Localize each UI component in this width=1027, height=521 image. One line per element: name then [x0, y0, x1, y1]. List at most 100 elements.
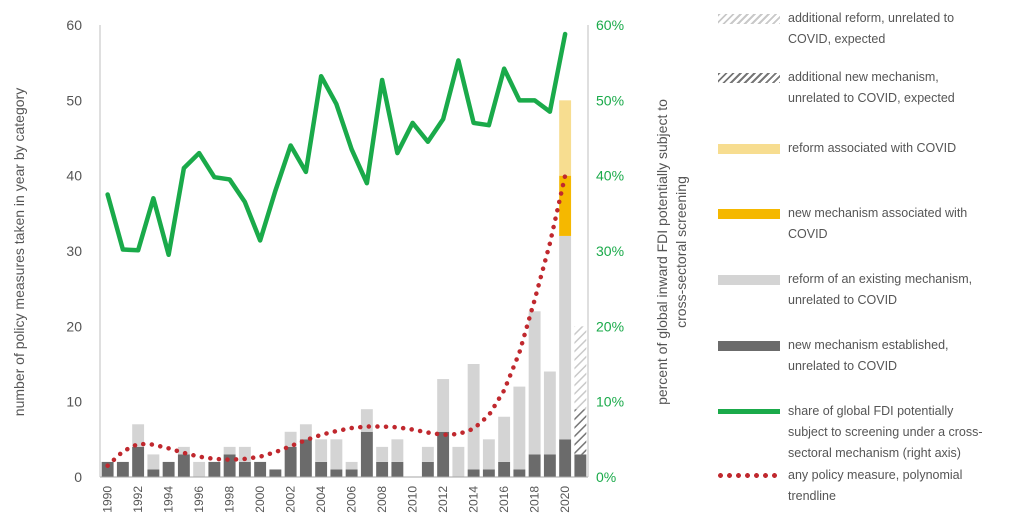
bar-reform_covid-2020 — [559, 100, 572, 176]
bar-reform_unrelated-2011 — [421, 446, 434, 462]
legend-label: reform of an existing mechanism, unrelate… — [788, 272, 973, 307]
axes-layer: 0 10 20 30 40 50 60 0% 10% 20% 30% 40% 50% 60% 1990 199… — [66, 17, 624, 513]
bar-new_unrelated-2017 — [513, 469, 526, 477]
y2-tick-label: 0% — [596, 469, 616, 485]
bars-layer — [101, 100, 587, 477]
bar-new_unrelated-2021 — [574, 454, 587, 477]
bar-reform_unrelated-2015 — [482, 439, 495, 470]
bar-new_unrelated-1998 — [223, 454, 236, 477]
bar-new_expected-2021 — [574, 409, 587, 455]
bar-reform_unrelated-1999 — [238, 446, 251, 462]
bar-new_unrelated-2008 — [376, 461, 389, 477]
bar-reform_unrelated-2004 — [315, 439, 328, 462]
x-tick-label: 2010 — [406, 486, 420, 513]
bar-reform_unrelated-2002 — [284, 431, 297, 447]
bar-new_unrelated-2016 — [498, 461, 511, 477]
bar-new_unrelated-2019 — [543, 454, 556, 477]
x-tick-label: 2002 — [284, 486, 298, 513]
y2-tick-label: 50% — [596, 92, 624, 108]
bar-new_unrelated-2001 — [269, 469, 282, 477]
x-tick-label: 2000 — [253, 486, 267, 513]
legend-label: additional reform, unrelated to COVID, ex… — [788, 11, 955, 46]
y2-tick-label: 10% — [596, 394, 624, 410]
y2-tick-label: 60% — [596, 17, 624, 33]
bar-reform_unrelated-2009 — [391, 439, 404, 462]
y-tick-label: 30 — [66, 243, 82, 259]
x-tick-label: 2008 — [375, 486, 389, 513]
bar-reform_unrelated-1995 — [177, 446, 190, 455]
bar-reform_unrelated-2014 — [467, 364, 480, 470]
legend-swatch-line — [718, 409, 780, 414]
y2-axis-title-line2: cross-sectoral screening — [673, 176, 689, 328]
y2-tick-label: 30% — [596, 243, 624, 259]
bar-new_unrelated-2006 — [345, 469, 358, 477]
bar-reform_expected-2021 — [574, 326, 587, 410]
bar-reform_unrelated-2017 — [513, 386, 526, 470]
bar-reform_unrelated-1996 — [193, 461, 206, 477]
bar-reform_unrelated-2019 — [543, 371, 556, 455]
bar-reform_unrelated-2005 — [330, 439, 343, 470]
x-tick-label: 2014 — [467, 486, 481, 513]
legend: additional reform, unrelated to COVID, ex… — [718, 0, 1027, 521]
y-tick-label: 0 — [74, 469, 82, 485]
bar-new_unrelated-2011 — [421, 461, 434, 477]
bar-reform_unrelated-2003 — [299, 424, 312, 440]
bar-reform_unrelated-2008 — [376, 446, 389, 462]
x-tick-label: 2012 — [436, 486, 450, 513]
legend-swatch-hatch-dark — [718, 73, 780, 83]
legend-swatch-dots — [718, 473, 780, 478]
x-tick-label: 2004 — [314, 486, 328, 513]
legend-label: new mechanism associated with COVID — [788, 206, 968, 241]
y2-tick-label: 20% — [596, 318, 624, 334]
x-tick-label: 2006 — [345, 486, 359, 513]
legend-swatch-bar — [718, 144, 780, 154]
y2-tick-label: 40% — [596, 168, 624, 184]
bar-new_covid-2020 — [559, 175, 572, 236]
bar-new_unrelated-2004 — [315, 461, 328, 477]
trendline-dots — [105, 173, 568, 468]
bar-new_unrelated-2002 — [284, 446, 297, 477]
legend-label: reform associated with COVID — [788, 141, 957, 155]
bar-new_unrelated-2000 — [254, 461, 267, 477]
y-tick-label: 10 — [66, 394, 82, 410]
legend-swatch-bar — [718, 275, 780, 285]
bar-new_unrelated-2018 — [528, 454, 541, 477]
bar-new_unrelated-1991 — [116, 461, 129, 477]
bar-new_unrelated-2003 — [299, 439, 312, 477]
bar-new_unrelated-2005 — [330, 469, 343, 477]
fdi-share-line — [105, 31, 568, 258]
bar-reform_unrelated-2013 — [452, 446, 465, 477]
legend-swatch-bar — [718, 341, 780, 351]
bar-reform_unrelated-2016 — [498, 416, 511, 462]
y-tick-label: 60 — [66, 17, 82, 33]
x-tick-label: 2016 — [497, 486, 511, 513]
y-axis-title: number of policy measures taken in year … — [11, 88, 27, 416]
x-tick-label: 2020 — [558, 486, 572, 513]
bar-reform_unrelated-1998 — [223, 446, 236, 455]
x-tick-label: 1994 — [162, 486, 176, 513]
legend-label: additional new mechanism, unrelated to CO… — [788, 70, 955, 105]
bar-new_unrelated-2014 — [467, 469, 480, 477]
y-tick-label: 40 — [66, 168, 82, 184]
bar-new_unrelated-1999 — [238, 461, 251, 477]
bar-new_unrelated-2007 — [360, 431, 373, 477]
y2-axis-title-line1: percent of global inward FDI potentially… — [654, 99, 670, 405]
x-tick-label: 1992 — [131, 486, 145, 513]
lines-layer — [105, 31, 568, 468]
y-tick-label: 20 — [66, 318, 82, 334]
legend-label: new mechanism established, unrelated to C… — [788, 338, 949, 373]
bar-new_unrelated-1990 — [101, 461, 114, 477]
bar-reform_unrelated-2006 — [345, 461, 358, 470]
x-tick-label: 1998 — [223, 486, 237, 513]
y-tick-label: 50 — [66, 92, 82, 108]
bar-reform_unrelated-1993 — [147, 454, 160, 470]
bar-new_unrelated-1992 — [132, 446, 145, 477]
bar-reform_unrelated-2020 — [559, 235, 572, 440]
x-tick-label: 1990 — [101, 486, 115, 513]
bar-reform_unrelated-1992 — [132, 424, 145, 447]
bar-new_unrelated-2020 — [559, 439, 572, 477]
legend-label: any policy measure, polynomial trendline — [788, 468, 963, 503]
bar-reform_unrelated-2007 — [360, 409, 373, 432]
legend-swatch-bar — [718, 209, 780, 219]
